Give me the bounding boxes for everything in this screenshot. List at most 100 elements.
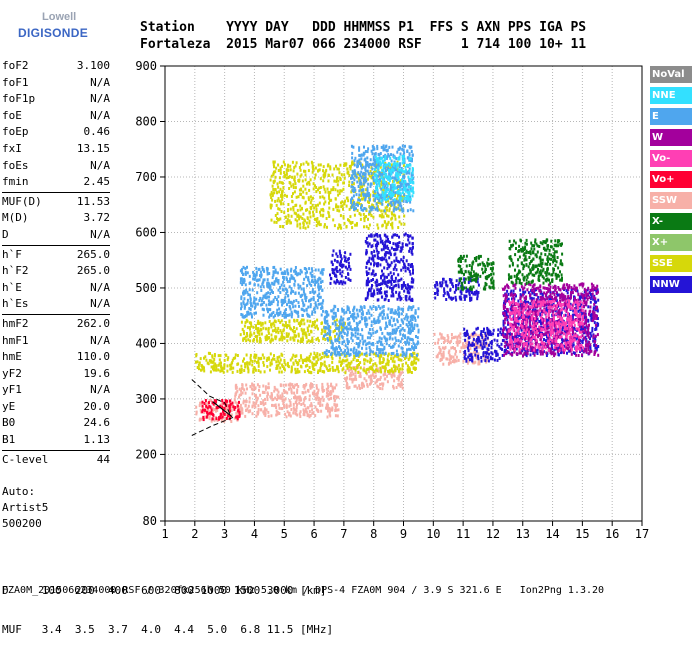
- echo-point: [318, 220, 320, 223]
- echo-point: [395, 174, 397, 177]
- echo-point: [354, 385, 356, 388]
- echo-point: [443, 351, 445, 354]
- echo-point: [239, 371, 241, 374]
- echo-point: [285, 397, 287, 400]
- echo-point: [320, 410, 322, 413]
- echo-point: [216, 406, 218, 409]
- echo-point: [395, 328, 397, 331]
- echo-point: [272, 188, 274, 191]
- echo-point: [381, 203, 383, 206]
- echo-point: [380, 348, 382, 351]
- echo-point: [238, 401, 240, 404]
- echo-point: [343, 340, 345, 343]
- echo-point: [366, 281, 368, 284]
- echo-point: [300, 215, 302, 218]
- echo-point: [320, 357, 322, 360]
- echo-point: [403, 290, 405, 293]
- echo-point: [361, 353, 363, 356]
- echo-point: [389, 252, 391, 255]
- echo-point: [287, 165, 289, 168]
- echo-point: [304, 293, 306, 296]
- echo-point: [389, 207, 391, 210]
- echo-point: [263, 295, 265, 298]
- echo-point: [252, 412, 254, 415]
- echo-point: [392, 242, 394, 245]
- echo-point: [288, 333, 290, 336]
- echo-point: [257, 404, 259, 407]
- echo-point: [388, 273, 390, 276]
- echo-point: [314, 276, 316, 279]
- echo-point: [305, 383, 307, 386]
- echo-point: [307, 225, 309, 228]
- echo-point: [364, 168, 366, 171]
- echo-point: [388, 170, 390, 173]
- echo-point: [205, 399, 207, 402]
- echo-point: [398, 370, 400, 373]
- echo-point: [347, 352, 349, 355]
- echo-point: [361, 317, 363, 320]
- echo-point: [371, 172, 373, 175]
- echo-point: [293, 406, 295, 409]
- echo-point: [291, 215, 293, 218]
- echo-point: [339, 357, 341, 360]
- echo-point: [287, 294, 289, 297]
- echo-point: [488, 333, 490, 336]
- echo-point: [380, 164, 382, 167]
- echo-point: [406, 259, 408, 262]
- echo-point: [208, 401, 210, 404]
- echo-point: [251, 364, 253, 367]
- echo-point: [311, 330, 313, 333]
- echo-point: [483, 328, 485, 331]
- echo-point: [260, 340, 262, 343]
- echo-point: [387, 358, 389, 361]
- echo-point: [458, 359, 460, 362]
- echo-point: [400, 354, 402, 357]
- echo-point: [291, 391, 293, 394]
- echo-point: [367, 342, 369, 345]
- echo-point: [388, 264, 390, 267]
- echo-point: [356, 325, 358, 328]
- echo-point: [365, 179, 367, 182]
- echo-point: [256, 335, 258, 338]
- echo-point: [411, 263, 413, 266]
- echo-point: [366, 193, 368, 196]
- echo-point: [213, 361, 215, 364]
- echo-point: [366, 262, 368, 265]
- echo-point: [286, 173, 288, 176]
- echo-point: [365, 161, 367, 164]
- echo-point: [352, 170, 354, 173]
- echo-point: [282, 402, 284, 405]
- echo-point: [240, 277, 242, 280]
- echo-point: [365, 298, 367, 301]
- echo-point: [323, 165, 325, 168]
- echo-point: [361, 204, 363, 207]
- echo-point: [359, 212, 361, 215]
- echo-point: [220, 365, 222, 368]
- echo-point: [289, 412, 291, 415]
- echo-point: [398, 311, 400, 314]
- echo-point: [312, 214, 314, 217]
- echo-point: [325, 365, 327, 368]
- echo-point: [365, 150, 367, 153]
- echo-point: [307, 216, 309, 219]
- echo-point: [369, 210, 371, 213]
- echo-point: [276, 413, 278, 416]
- echo-point: [397, 383, 399, 386]
- echo-point: [477, 357, 479, 360]
- echo-point: [368, 341, 370, 344]
- echo-point: [399, 241, 401, 244]
- echo-point: [265, 338, 267, 341]
- echo-point: [324, 351, 326, 354]
- echo-point: [373, 156, 375, 159]
- echo-point: [345, 379, 347, 382]
- echo-point: [285, 308, 287, 311]
- echo-point: [395, 264, 397, 267]
- echo-point: [208, 405, 210, 408]
- echo-point: [381, 248, 383, 251]
- echo-point: [359, 333, 361, 336]
- echo-point: [397, 326, 399, 329]
- echo-point: [285, 390, 287, 393]
- echo-point: [398, 236, 400, 239]
- echo-point: [386, 276, 388, 279]
- echo-point: [285, 216, 287, 219]
